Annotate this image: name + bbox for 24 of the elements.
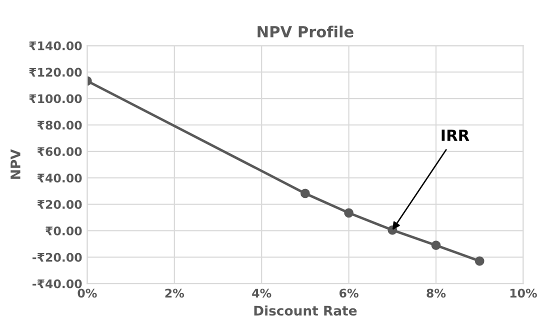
y-tick-label: ₹100.00 (29, 94, 82, 104)
point (344, 208, 354, 218)
y-tick-label: -₹40.00 (32, 279, 82, 288)
y-tick-label: ₹60.00 (37, 147, 82, 156)
x-tick-label: 10% (510, 288, 537, 298)
y-tick-label: ₹120.00 (29, 68, 82, 77)
y-tick-label: -₹20.00 (32, 252, 82, 262)
x-tick-label: 2% (165, 288, 184, 298)
x-tick-label: 8% (426, 288, 446, 298)
y-tick-label: ₹140.00 (29, 41, 82, 50)
x-tick-label: 4% (252, 288, 272, 298)
point (431, 240, 441, 250)
y-tick-label: ₹0.00 (46, 226, 82, 236)
point (474, 256, 484, 266)
point (300, 188, 310, 198)
y-axis-title: NPV (10, 149, 20, 179)
chart-title: NPV Profile (258, 26, 354, 38)
x-tick-label: 6% (340, 288, 358, 298)
y-tick-label: ₹20.00 (37, 200, 82, 209)
annotation: IRR (442, 130, 470, 141)
x-axis-title: Discount Rate (254, 305, 357, 316)
x-tick-label: 0% (78, 288, 97, 298)
y-tick-label: ₹80.00 (37, 120, 82, 130)
y-tick-label: ₹40.00 (37, 174, 82, 183)
